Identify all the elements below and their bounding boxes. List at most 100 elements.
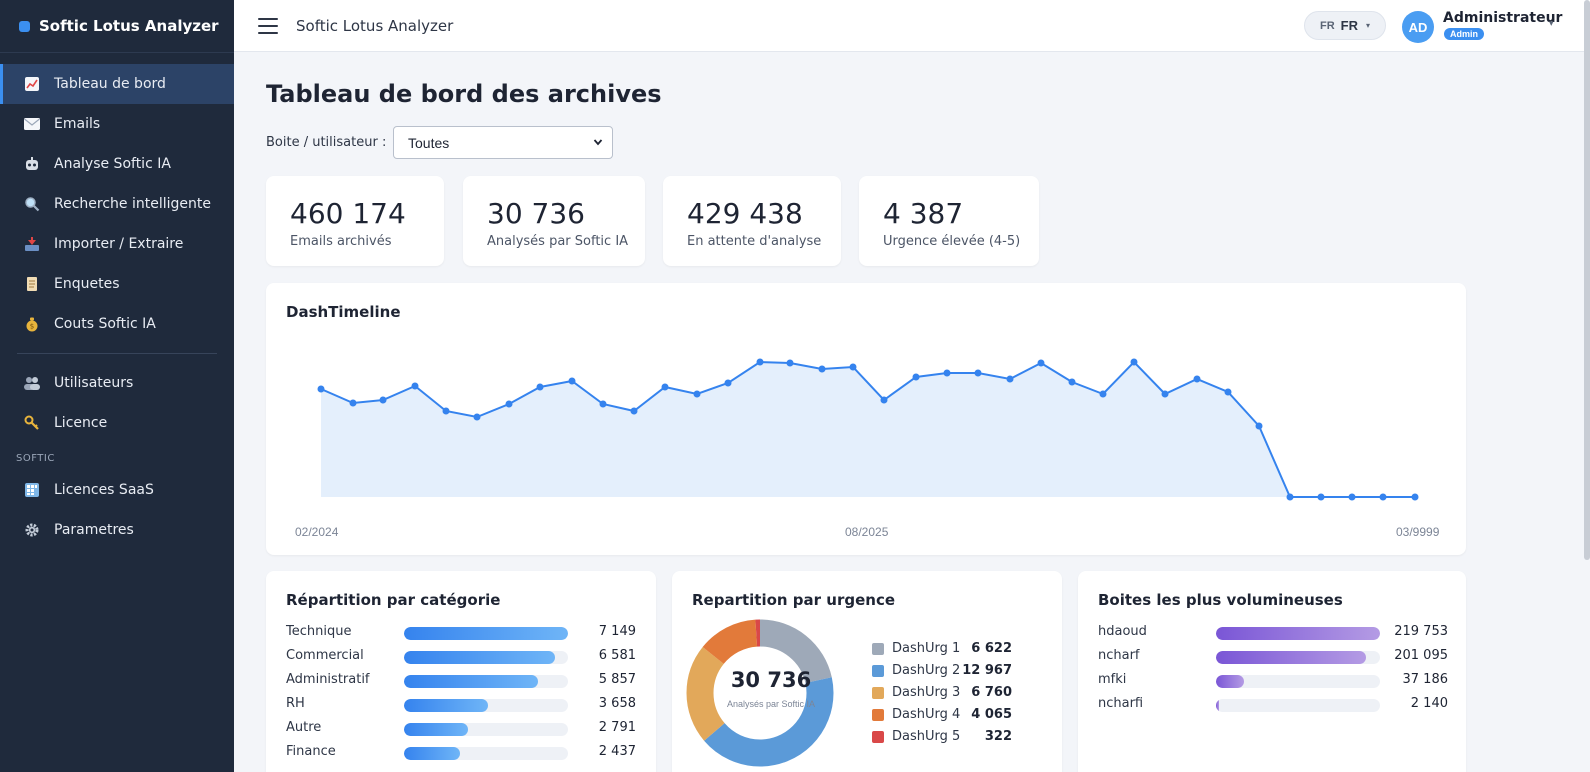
- timeline-point[interactable]: [912, 373, 920, 381]
- timeline-point[interactable]: [1130, 358, 1138, 366]
- timeline-point[interactable]: [693, 390, 701, 398]
- mailbox-filter-value: Toutes: [408, 134, 450, 151]
- mailbox-value: 201 095: [1394, 648, 1448, 663]
- timeline-point[interactable]: [1068, 378, 1076, 386]
- urgency-legend-item[interactable]: DashUrg 5 322: [872, 728, 1012, 746]
- timeline-point[interactable]: [756, 358, 764, 366]
- donut-slice[interactable]: [686, 619, 834, 767]
- brand[interactable]: Softic Lotus Analyzer: [0, 0, 234, 53]
- timeline-point[interactable]: [818, 365, 826, 373]
- timeline-point[interactable]: [1037, 359, 1045, 367]
- timeline-point[interactable]: [880, 396, 888, 404]
- category-bar-fill: [404, 747, 460, 760]
- sidebar-item-dashboard[interactable]: Tableau de bord: [0, 64, 234, 104]
- x-axis-label: 08/2025: [845, 525, 889, 539]
- timeline-point[interactable]: [1099, 390, 1107, 398]
- user-role-badge: Admin: [1444, 28, 1484, 40]
- timeline-point[interactable]: [442, 407, 450, 415]
- boxes-card-title: Boites les plus volumineuses: [1098, 591, 1343, 609]
- timeline-point[interactable]: [473, 413, 481, 421]
- mail-icon: [22, 114, 42, 134]
- boxes-card: Boites les plus volumineuses hdaoud 219 7…: [1078, 571, 1466, 772]
- key-icon: [22, 413, 42, 433]
- timeline-point[interactable]: [974, 369, 982, 377]
- sidebar-item-enquetes[interactable]: Enquetes: [0, 264, 234, 304]
- timeline-point[interactable]: [1255, 422, 1263, 430]
- timeline-point[interactable]: [379, 396, 387, 404]
- sidebar-nav: Tableau de bord Emails Analyse Softic IA…: [0, 53, 234, 550]
- mailbox-value: 219 753: [1394, 624, 1448, 639]
- sidebar-item-emails[interactable]: Emails: [0, 104, 234, 144]
- category-value: 3 658: [598, 696, 636, 711]
- language-selector[interactable]: FR FR ▾: [1304, 11, 1386, 40]
- mailbox-bar-fill: [1216, 651, 1367, 664]
- header-title: Softic Lotus Analyzer: [296, 16, 454, 35]
- robot-icon: [22, 154, 42, 174]
- timeline-point[interactable]: [1379, 493, 1387, 501]
- sidebar-item-users[interactable]: Utilisateurs: [0, 363, 234, 403]
- timeline-point[interactable]: [1348, 493, 1356, 501]
- sidebar-item-couts[interactable]: $ Couts Softic IA: [0, 304, 234, 344]
- timeline-point[interactable]: [568, 377, 576, 385]
- timeline-point[interactable]: [1224, 388, 1232, 396]
- category-row: Administratif 5 857: [286, 671, 636, 689]
- legend-value: 4 065: [971, 707, 1012, 722]
- mailbox-bar-track: [1216, 675, 1380, 688]
- category-value: 7 149: [598, 624, 636, 639]
- user-name[interactable]: Administrateur: [1443, 10, 1563, 26]
- svg-text:$: $: [30, 323, 34, 331]
- page-scrollbar[interactable]: [1584, 0, 1590, 560]
- x-axis-label: 03/9999: [1396, 525, 1440, 539]
- timeline-point[interactable]: [786, 359, 794, 367]
- urgency-legend-item[interactable]: DashUrg 4 4 065: [872, 706, 1012, 724]
- timeline-point[interactable]: [630, 407, 638, 415]
- timeline-point[interactable]: [1411, 493, 1419, 501]
- timeline-point[interactable]: [849, 363, 857, 371]
- timeline-point[interactable]: [536, 383, 544, 391]
- user-menu-chevron-icon[interactable]: ▾: [1549, 18, 1554, 28]
- timeline-point[interactable]: [349, 399, 357, 407]
- urgency-legend-item[interactable]: DashUrg 1 6 622: [872, 640, 1012, 658]
- timeline-point[interactable]: [505, 400, 513, 408]
- avatar[interactable]: AD: [1402, 11, 1434, 43]
- timeline-point[interactable]: [1193, 375, 1201, 383]
- timeline-title: DashTimeline: [286, 303, 401, 321]
- legend-label: DashUrg 4: [892, 707, 961, 722]
- hamburger-menu-icon[interactable]: [258, 17, 278, 34]
- category-row: RH 3 658: [286, 695, 636, 713]
- grid-icon: [22, 480, 42, 500]
- timeline-point[interactable]: [317, 385, 325, 393]
- sidebar-item-licences-saas[interactable]: Licences SaaS: [0, 470, 234, 510]
- timeline-point[interactable]: [1006, 375, 1014, 383]
- timeline-point[interactable]: [724, 379, 732, 387]
- legend-swatch: [872, 643, 884, 655]
- legend-value: 322: [984, 729, 1012, 744]
- mailbox-filter-select[interactable]: Toutes: [393, 126, 613, 159]
- timeline-point[interactable]: [943, 369, 951, 377]
- timeline-point[interactable]: [1286, 493, 1294, 501]
- urgency-legend-item[interactable]: DashUrg 3 6 760: [872, 684, 1012, 702]
- sidebar-item-import[interactable]: Importer / Extraire: [0, 224, 234, 264]
- legend-label: DashUrg 3: [892, 685, 961, 700]
- timeline-point[interactable]: [661, 383, 669, 391]
- sidebar-item-analyse[interactable]: Analyse Softic IA: [0, 144, 234, 184]
- kpi-label: En attente d'analyse: [687, 234, 822, 249]
- sidebar-divider: [17, 353, 217, 354]
- mailbox-row: hdaoud 219 753: [1098, 623, 1448, 641]
- legend-label: DashUrg 5: [892, 729, 961, 744]
- timeline-point[interactable]: [1161, 390, 1169, 398]
- donut-slice[interactable]: [686, 619, 834, 767]
- timeline-point[interactable]: [1317, 493, 1325, 501]
- category-bar-fill: [404, 723, 469, 736]
- timeline-point[interactable]: [411, 382, 419, 390]
- donut-slice[interactable]: [686, 619, 834, 767]
- sidebar-item-parametres[interactable]: Parametres: [0, 510, 234, 550]
- mailbox-row: mfki 37 186: [1098, 671, 1448, 689]
- sidebar-item-label: Parametres: [54, 522, 134, 538]
- sidebar-item-search[interactable]: Recherche intelligente: [0, 184, 234, 224]
- urgency-legend-item[interactable]: DashUrg 2 12 967: [872, 662, 1012, 680]
- sidebar-item-licence[interactable]: Licence: [0, 403, 234, 443]
- top-header: Softic Lotus Analyzer FR FR ▾ AD Adminis…: [234, 0, 1590, 52]
- timeline-point[interactable]: [599, 400, 607, 408]
- kpi-label: Analysés par Softic IA: [487, 234, 629, 249]
